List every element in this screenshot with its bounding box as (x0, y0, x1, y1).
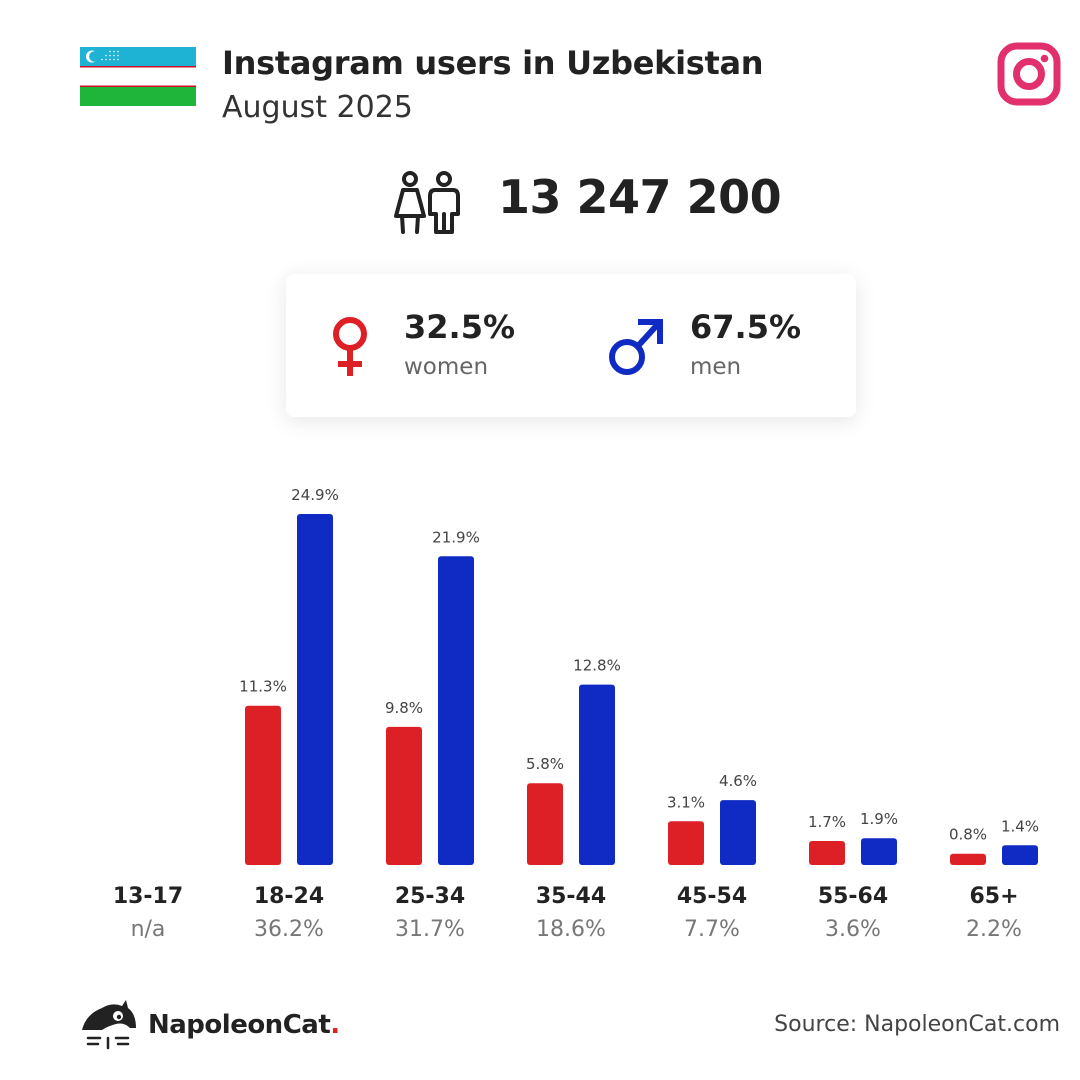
category-label-13-17: 13-17 (112, 884, 184, 909)
bar-men-35-44 (579, 684, 615, 865)
men-label: men (690, 354, 742, 380)
women-label: women (404, 354, 489, 380)
bar-women-45-54 (668, 821, 704, 865)
users-icon (394, 171, 460, 234)
data-label-men-55-64: 1.9% (860, 810, 898, 828)
category-total-25-34: 31.7% (395, 917, 465, 942)
category-total-18-24: 36.2% (254, 917, 324, 942)
page-title: Instagram users in Uzbekistan (222, 44, 764, 82)
brand-logo-text: NapoleonCat. (148, 1010, 340, 1040)
data-label-women-65+: 0.8% (949, 826, 987, 844)
bar-men-45-54 (720, 800, 756, 865)
male-icon (609, 319, 663, 375)
data-label-women-45-54: 3.1% (667, 793, 705, 811)
total-users: 13 247 200 (498, 170, 782, 224)
category-label-55-64: 55-64 (817, 884, 889, 909)
brand-name: NapoleonCat (148, 1010, 331, 1040)
bar-women-25-34 (386, 726, 422, 865)
data-label-men-65+: 1.4% (1001, 817, 1039, 835)
category-total-65+: 2.2% (966, 917, 1022, 942)
bar-men-55-64 (861, 838, 897, 865)
napoleoncat-logo-icon (82, 1000, 136, 1050)
data-label-men-35-44: 12.8% (573, 657, 621, 675)
data-label-women-55-64: 1.7% (808, 813, 846, 831)
category-total-55-64: 3.6% (825, 917, 881, 942)
bar-women-65+ (950, 853, 986, 865)
data-label-women-25-34: 9.8% (385, 699, 423, 717)
source-note: Source: NapoleonCat.com (774, 1012, 1060, 1037)
bar-women-55-64 (809, 841, 845, 865)
page-subtitle: August 2025 (222, 90, 413, 125)
category-label-18-24: 18-24 (253, 884, 325, 909)
bar-women-18-24 (245, 705, 281, 865)
category-total-45-54: 7.7% (684, 917, 740, 942)
female-icon (333, 317, 367, 376)
category-label-35-44: 35-44 (535, 884, 607, 909)
data-label-men-25-34: 21.9% (432, 528, 480, 546)
category-label-45-54: 45-54 (676, 884, 748, 909)
category-label-65+: 65+ (969, 884, 1019, 909)
bar-men-18-24 (297, 514, 333, 865)
gender-card: 32.5% women 67.5% men (286, 274, 856, 417)
category-total-13-17: n/a (130, 917, 166, 942)
instagram-icon (997, 42, 1061, 106)
uzbekistan-flag (80, 47, 196, 106)
bar-men-25-34 (438, 556, 474, 865)
category-total-35-44: 18.6% (536, 917, 606, 942)
brand-dot: . (330, 1010, 340, 1040)
category-label-25-34: 25-34 (394, 884, 466, 909)
bar-men-65+ (1002, 845, 1038, 865)
women-percent: 32.5% (404, 308, 516, 346)
data-label-women-18-24: 11.3% (239, 678, 287, 696)
bar-women-35-44 (527, 783, 563, 865)
data-label-men-45-54: 4.6% (719, 772, 757, 790)
men-percent: 67.5% (690, 308, 802, 346)
data-label-women-35-44: 5.8% (526, 755, 564, 773)
data-label-men-18-24: 24.9% (291, 486, 339, 504)
age-gender-bar-chart: 11.3% 24.9% 9.8% 21.9% 5.8% 12.8% 3.1% 4.6% 1.7%… (239, 486, 1039, 865)
